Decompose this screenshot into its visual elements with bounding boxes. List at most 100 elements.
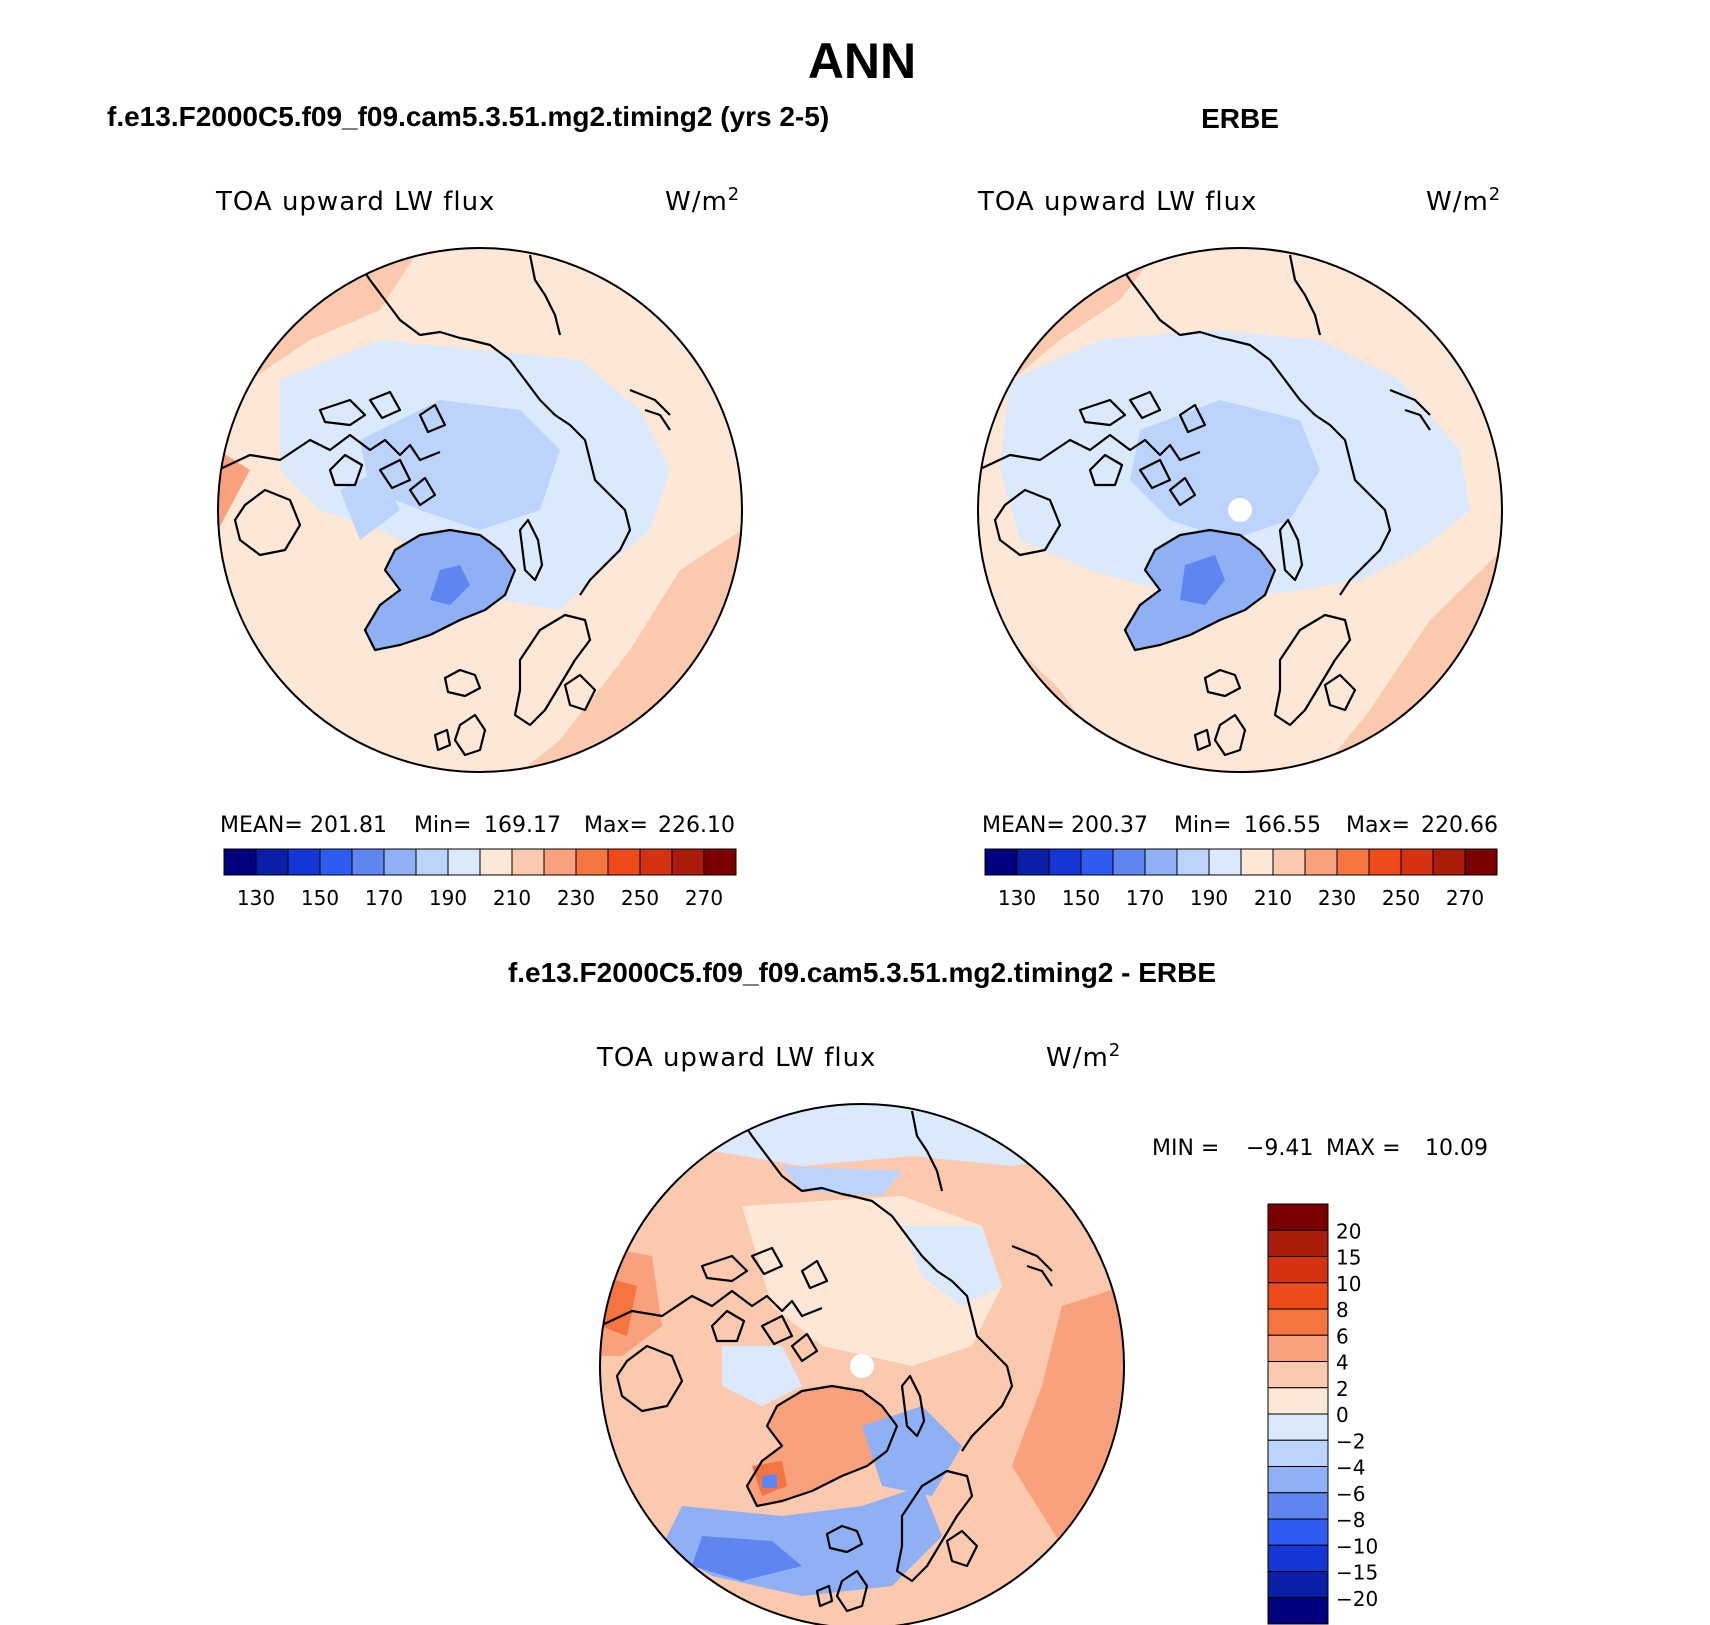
colorbar-swatch xyxy=(1267,1229,1329,1257)
colorbar-swatch xyxy=(575,848,609,876)
range-min: −9.41 xyxy=(1246,1136,1313,1161)
colorbar-swatch xyxy=(1267,1466,1329,1494)
colorbar-tick-label: 2 xyxy=(1336,1377,1349,1401)
colorbar-swatch xyxy=(1267,1518,1329,1546)
panel-obs-stats: MEAN= 200.37 Min= 166.55 Max= 220.66 xyxy=(982,813,1498,838)
panel-diff-units: W/m2 xyxy=(1046,1040,1121,1073)
colorbar-swatch xyxy=(479,848,513,876)
colorbar-tick-label: 150 xyxy=(301,886,339,910)
colorbar-swatch xyxy=(1112,848,1146,876)
colorbar-tick-label: −10 xyxy=(1336,1534,1378,1558)
colorbar-swatch xyxy=(1016,848,1050,876)
panel-diff-range: MIN = −9.41 MAX = 10.09 xyxy=(1152,1136,1488,1161)
range-min-label: MIN = xyxy=(1152,1136,1219,1161)
colorbar-tick-label: 8 xyxy=(1336,1298,1349,1322)
colorbar-tick-label: −2 xyxy=(1336,1429,1365,1453)
colorbar-tick-label: 210 xyxy=(1254,886,1292,910)
colorbar-swatch xyxy=(1336,848,1370,876)
colorbar-tick-label: 0 xyxy=(1336,1403,1349,1427)
stat-mean-label: MEAN= xyxy=(220,813,303,838)
stat-min-label: Min= xyxy=(414,813,471,838)
panel-obs-case-title: ERBE xyxy=(1201,103,1279,134)
colorbar-swatch xyxy=(1267,1597,1329,1625)
colorbar-swatch xyxy=(607,848,641,876)
colorbar-swatch xyxy=(1144,848,1178,876)
panel-obs-units: W/m2 xyxy=(1426,184,1501,217)
colorbar-swatch xyxy=(319,848,353,876)
colorbar-tick-label: 4 xyxy=(1336,1351,1349,1375)
colorbar-swatch xyxy=(1267,1387,1329,1415)
colorbar-swatch xyxy=(1080,848,1114,876)
colorbar-swatch xyxy=(1176,848,1210,876)
colorbar-swatch xyxy=(1304,848,1338,876)
colorbar-swatch xyxy=(1272,848,1306,876)
stat-min: 166.55 xyxy=(1244,813,1321,838)
panel-model-variable: TOA upward LW flux xyxy=(215,187,495,217)
map-boundary xyxy=(217,247,743,773)
colorbar-tick-label: 10 xyxy=(1336,1272,1361,1296)
colorbar-tick-label: 190 xyxy=(1190,886,1228,910)
colorbar-swatch xyxy=(447,848,481,876)
stat-max: 226.10 xyxy=(658,813,735,838)
figure-title: ANN xyxy=(808,33,916,89)
colorbar-tick-label: −15 xyxy=(1336,1561,1378,1585)
colorbar-swatch xyxy=(1267,1492,1329,1520)
map-boundary xyxy=(977,247,1503,773)
colorbar-tick-label: −6 xyxy=(1336,1482,1365,1506)
colorbar-swatch xyxy=(1267,1544,1329,1572)
range-max: 10.09 xyxy=(1425,1136,1488,1161)
colorbar-swatch xyxy=(543,848,577,876)
colorbar-tick-label: 230 xyxy=(1318,886,1356,910)
colorbar-swatch xyxy=(1267,1203,1329,1231)
colorbar-tick-label: 20 xyxy=(1336,1219,1361,1243)
colorbar-tick-label: −20 xyxy=(1336,1587,1378,1611)
colorbar-tick-label: 210 xyxy=(493,886,531,910)
colorbar-swatch xyxy=(1267,1361,1329,1389)
colorbar-swatch xyxy=(639,848,673,876)
panel-diff-case-title: f.e13.F2000C5.f09_f09.cam5.3.51.mg2.timi… xyxy=(508,957,1216,988)
colorbar-tick-label: 270 xyxy=(685,886,723,910)
panel-model: f.e13.F2000C5.f09_f09.cam5.3.51.mg2.timi… xyxy=(107,101,829,910)
stat-max-label: Max= xyxy=(1346,813,1410,838)
stat-min: 169.17 xyxy=(484,813,561,838)
panel-obs-colorbar: 130 150 170 190 210 230 250 270 xyxy=(984,848,1498,910)
colorbar-swatch xyxy=(511,848,545,876)
panel-model-case-title: f.e13.F2000C5.f09_f09.cam5.3.51.mg2.timi… xyxy=(107,101,829,132)
stat-min-label: Min= xyxy=(1174,813,1231,838)
colorbar-swatch xyxy=(287,848,321,876)
colorbar-swatch xyxy=(383,848,417,876)
colorbar-swatch xyxy=(1267,1256,1329,1284)
polar-stereographic-map xyxy=(218,248,742,772)
panel-diff: f.e13.F2000C5.f09_f09.cam5.3.51.mg2.timi… xyxy=(508,957,1488,1625)
colorbar-tick-label: 170 xyxy=(1126,886,1164,910)
colorbar-swatch xyxy=(1267,1571,1329,1599)
colorbar-tick-label: 130 xyxy=(237,886,275,910)
colorbar-swatch xyxy=(1464,848,1498,876)
colorbar-swatch xyxy=(415,848,449,876)
colorbar-tick-label: 6 xyxy=(1336,1324,1349,1348)
colorbar-tick-label: 170 xyxy=(365,886,403,910)
panel-model-units: W/m2 xyxy=(665,184,740,217)
colorbar-tick-label: 270 xyxy=(1446,886,1484,910)
colorbar-swatch xyxy=(1267,1334,1329,1362)
colorbar-swatch xyxy=(1048,848,1082,876)
colorbar-swatch xyxy=(1267,1282,1329,1310)
colorbar-swatch xyxy=(671,848,705,876)
panel-obs: ERBE TOA upward LW flux W/m2 MEAN= 200.3… xyxy=(977,103,1503,910)
colorbar-tick-label: 250 xyxy=(1382,886,1420,910)
panel-obs-variable: TOA upward LW flux xyxy=(977,187,1257,217)
stat-mean: 200.37 xyxy=(1071,813,1148,838)
stat-mean-label: MEAN= xyxy=(982,813,1065,838)
stat-max-label: Max= xyxy=(584,813,648,838)
colorbar-swatch xyxy=(1267,1439,1329,1467)
colorbar-swatch xyxy=(703,848,737,876)
colorbar-swatch xyxy=(1368,848,1402,876)
colorbar-tick-label: −4 xyxy=(1336,1456,1365,1480)
range-max-label: MAX = xyxy=(1326,1136,1401,1161)
polar-stereographic-map xyxy=(600,1104,1124,1625)
colorbar-tick-label: 230 xyxy=(557,886,595,910)
colorbar-tick-label: 190 xyxy=(429,886,467,910)
panel-diff-variable: TOA upward LW flux xyxy=(596,1043,876,1073)
colorbar-swatch xyxy=(1267,1308,1329,1336)
